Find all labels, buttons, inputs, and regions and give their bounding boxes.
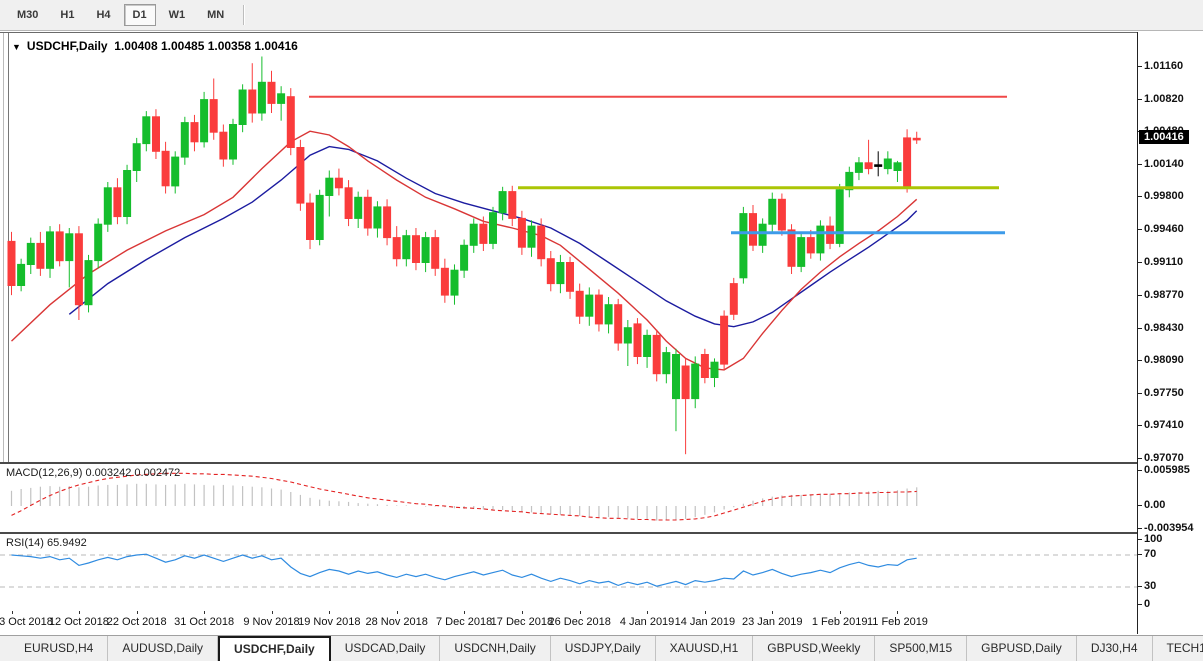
chart-tab-audusd-daily[interactable]: AUDUSD,Daily xyxy=(108,636,219,661)
date-tick xyxy=(464,611,466,614)
toolbar-separator xyxy=(243,5,246,25)
date-axis-label: 11 Feb 2019 xyxy=(866,616,928,628)
macd-histogram xyxy=(10,483,918,521)
chart-tab-eurusd-h4[interactable]: EURUSD,H4 xyxy=(10,636,109,661)
ma-slow-line xyxy=(68,145,918,328)
timeframe-button-w1[interactable]: W1 xyxy=(168,9,186,21)
chart-symbol-label: USDCHF,Daily xyxy=(26,39,108,53)
price-axis-label: 0.98090 xyxy=(1138,354,1184,367)
price-axis-label: 0.99460 xyxy=(1138,222,1184,235)
date-axis-label: 9 Nov 2018 xyxy=(243,616,300,628)
timeframe-toolbar: M30 H1 H4 D1 W1 MN xyxy=(0,0,1203,31)
rsi-line xyxy=(11,553,917,587)
chart-tab-dj30-h4[interactable]: DJ30,H4 xyxy=(1077,636,1153,661)
rsi-indicator-panel[interactable]: RSI(14) 65.9492 xyxy=(0,533,1137,612)
price-axis-label: 0.98430 xyxy=(1138,321,1184,334)
date-axis-label: 31 Oct 2018 xyxy=(174,616,235,628)
rsi-axis-label: 100 xyxy=(1137,533,1163,545)
date-tick xyxy=(897,611,899,614)
chart-title: ▼ USDCHF,Daily 1.00408 1.00485 1.00358 1.… xyxy=(12,39,298,53)
date-tick xyxy=(78,611,80,614)
date-axis-label: 12 Oct 2018 xyxy=(48,616,109,628)
date-axis-label: 28 Nov 2018 xyxy=(365,616,428,628)
candlestick-chart[interactable] xyxy=(0,33,1137,462)
rsi-chart[interactable] xyxy=(0,534,1137,611)
chart-tab-xauusd-h1[interactable]: XAUUSD,H1 xyxy=(656,636,754,661)
macd-axis-label: 0.00 xyxy=(1137,499,1166,511)
date-axis-label: 26 Dec 2018 xyxy=(548,616,611,628)
macd-axis-label: 0.005985 xyxy=(1138,463,1190,476)
current-price-badge: 1.00416 xyxy=(1139,130,1189,145)
macd-label: MACD(12,26,9) 0.003242 0.002472 xyxy=(6,467,181,479)
chart-tab-usdchf-daily[interactable]: USDCHF,Daily xyxy=(218,636,331,661)
price-axis[interactable]: 1.011601.008201.004801.001400.998000.994… xyxy=(1137,32,1203,634)
date-tick xyxy=(329,611,331,614)
date-tick xyxy=(579,611,581,614)
chart-tab-gbpusd-weekly[interactable]: GBPUSD,Weekly xyxy=(753,636,876,661)
date-tick xyxy=(11,611,13,614)
timeframe-button-mn[interactable]: MN xyxy=(207,9,225,21)
chart-tab-usdjpy-daily[interactable]: USDJPY,Daily xyxy=(551,636,656,661)
price-axis-label: 0.99110 xyxy=(1137,256,1184,269)
chart-dropdown-icon[interactable]: ▼ xyxy=(12,42,21,52)
date-tick xyxy=(521,611,523,614)
macd-chart[interactable] xyxy=(0,464,1137,532)
candles-group xyxy=(7,56,921,455)
price-axis-label: 0.97410 xyxy=(1138,419,1184,432)
date-axis-label: 14 Jan 2019 xyxy=(674,616,736,628)
date-axis[interactable]: 3 Oct 2018 12 Oct 2018 22 Oct 2018 31 Oct 2… xyxy=(0,611,1137,634)
date-axis-label: 1 Feb 2019 xyxy=(811,616,868,628)
price-axis-label: 0.97750 xyxy=(1138,386,1184,399)
date-tick xyxy=(396,611,398,614)
price-axis-label: 1.01160 xyxy=(1137,60,1184,72)
date-axis-label: 7 Dec 2018 xyxy=(435,616,493,628)
date-tick xyxy=(271,611,273,614)
date-tick xyxy=(136,611,138,614)
rsi-axis-label: 70 xyxy=(1137,548,1157,560)
price-axis-label: 1.00820 xyxy=(1138,92,1184,105)
timeframe-button-h4[interactable]: H4 xyxy=(96,9,111,21)
rsi-axis-label: 0 xyxy=(1137,598,1151,610)
date-tick xyxy=(204,611,206,614)
chart-tab-bar: EURUSD,H4 AUDUSD,Daily USDCHF,Daily USDCAD,… xyxy=(0,635,1203,661)
price-axis-label: 0.97070 xyxy=(1138,452,1184,464)
price-chart-panel[interactable]: ▼ USDCHF,Daily 1.00408 1.00485 1.00358 1.… xyxy=(0,32,1137,463)
date-tick xyxy=(647,611,649,614)
macd-axis-label: -0.003954 xyxy=(1138,522,1194,535)
date-tick xyxy=(839,611,841,614)
timeframe-button-m30[interactable]: M30 xyxy=(17,9,39,21)
chart-ohlc-values: 1.00408 1.00485 1.00358 1.00416 xyxy=(114,39,298,53)
chart-tab-usdcnh-daily[interactable]: USDCNH,Daily xyxy=(440,636,551,661)
date-axis-label: 19 Nov 2018 xyxy=(298,616,361,628)
date-axis-label: 17 Dec 2018 xyxy=(490,616,554,628)
date-axis-label: 22 Oct 2018 xyxy=(106,616,167,628)
price-axis-label: 1.00140 xyxy=(1138,157,1184,170)
date-tick xyxy=(704,611,706,614)
rsi-label: RSI(14) 65.9492 xyxy=(6,537,87,549)
date-tick xyxy=(772,611,774,614)
chart-tab-sp500-m15[interactable]: SP500,M15 xyxy=(875,636,968,661)
price-axis-label: 0.99800 xyxy=(1138,190,1184,203)
rsi-axis-label: 30 xyxy=(1137,580,1157,592)
chart-tab-usdcad-daily[interactable]: USDCAD,Daily xyxy=(331,636,441,661)
date-axis-label: 23 Jan 2019 xyxy=(741,616,803,628)
chart-tabs: EURUSD,H4 AUDUSD,Daily USDCHF,Daily USDCAD,… xyxy=(10,636,1203,661)
macd-signal-line xyxy=(11,472,917,521)
date-axis-label: 3 Oct 2018 xyxy=(0,616,53,628)
timeframe-button-h1[interactable]: H1 xyxy=(60,9,75,21)
timeframe-button-d1[interactable]: D1 xyxy=(123,4,156,26)
date-axis-label: 4 Jan 2019 xyxy=(619,616,675,628)
macd-indicator-panel[interactable]: MACD(12,26,9) 0.003242 0.002472 xyxy=(0,463,1137,533)
price-axis-label: 0.98770 xyxy=(1138,289,1184,302)
chart-tab-tech100-h1[interactable]: TECH100,H1 xyxy=(1153,636,1203,661)
chart-tab-gbpusd-daily[interactable]: GBPUSD,Daily xyxy=(967,636,1077,661)
